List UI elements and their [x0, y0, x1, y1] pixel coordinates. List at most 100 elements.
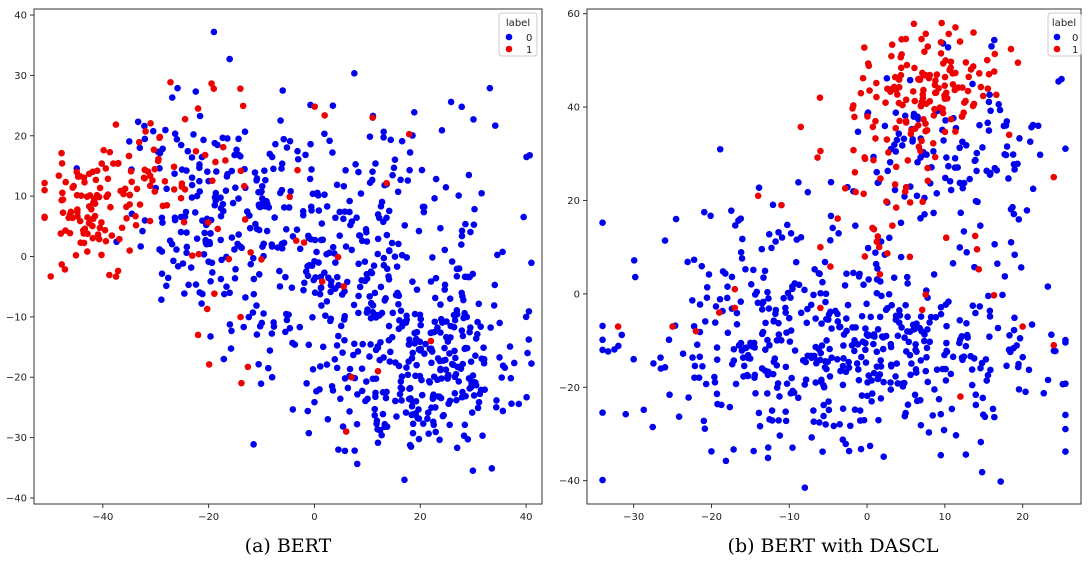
- point-label-1-b: [883, 136, 891, 143]
- point-label-0-a: [271, 214, 278, 221]
- point-label-1-a: [126, 247, 133, 254]
- point-label-0-b: [813, 357, 821, 365]
- point-label-1-a: [47, 273, 55, 280]
- point-label-0-b: [740, 362, 748, 370]
- point-label-1-b: [827, 263, 834, 270]
- point-label-1-a: [58, 149, 65, 157]
- point-label-0-b: [1028, 321, 1036, 328]
- point-label-1-a: [383, 179, 390, 187]
- point-label-1-b: [956, 38, 964, 45]
- point-label-0-a: [329, 149, 336, 156]
- point-label-0-a: [353, 460, 361, 468]
- point-label-0-a: [141, 217, 149, 224]
- point-label-0-a: [333, 364, 341, 372]
- point-label-1-a: [292, 237, 300, 245]
- point-label-0-a: [343, 278, 351, 286]
- point-label-1-a: [84, 248, 91, 255]
- point-label-0-b: [789, 444, 796, 452]
- point-label-1-b: [919, 94, 927, 102]
- point-label-0-b: [713, 356, 721, 363]
- point-label-0-b: [891, 141, 898, 148]
- point-label-0-b: [984, 119, 991, 127]
- point-label-0-b: [986, 333, 993, 340]
- point-label-0-b: [1009, 151, 1017, 158]
- point-label-0-b: [901, 112, 909, 120]
- point-label-0-a: [341, 288, 348, 295]
- point-label-1-b: [866, 87, 873, 94]
- point-label-0-b: [733, 309, 741, 317]
- point-label-0-a: [406, 149, 414, 156]
- point-label-0-b: [865, 276, 872, 283]
- point-label-0-b: [746, 355, 754, 362]
- point-label-0-b: [1059, 380, 1067, 388]
- point-label-0-a: [428, 348, 436, 355]
- point-label-0-b: [711, 379, 719, 386]
- point-label-0-a: [246, 224, 254, 232]
- point-label-0-b: [956, 317, 964, 324]
- point-label-0-a: [192, 281, 200, 288]
- point-label-0-a: [369, 168, 376, 175]
- point-label-0-a: [371, 405, 379, 413]
- point-label-1-b: [1019, 323, 1026, 330]
- point-label-0-a: [380, 128, 387, 136]
- point-label-0-a: [374, 211, 382, 218]
- point-label-0-b: [905, 338, 913, 346]
- point-label-0-b: [801, 381, 809, 388]
- point-label-0-a: [471, 205, 478, 213]
- point-label-0-a: [455, 378, 463, 385]
- point-label-0-b: [994, 324, 1002, 332]
- point-label-0-b: [810, 418, 818, 425]
- point-label-0-a: [437, 394, 445, 402]
- point-label-0-a: [383, 388, 390, 396]
- point-label-0-a: [183, 249, 190, 257]
- point-label-0-b: [787, 327, 795, 334]
- point-label-1-a: [108, 232, 116, 239]
- point-label-0-a: [451, 347, 458, 355]
- point-label-1-a: [151, 188, 159, 195]
- point-label-1-a: [136, 201, 144, 208]
- point-label-0-b: [1058, 75, 1065, 83]
- point-label-0-b: [851, 406, 859, 413]
- point-label-0-b: [957, 209, 965, 217]
- point-label-0-a: [522, 313, 530, 321]
- point-label-0-a: [379, 410, 387, 418]
- point-label-0-b: [756, 422, 764, 430]
- point-label-0-a: [409, 349, 417, 357]
- point-label-0-b: [751, 371, 759, 379]
- point-label-0-a: [294, 155, 302, 163]
- point-label-0-a: [235, 135, 242, 143]
- point-label-0-a: [458, 227, 466, 235]
- point-label-1-a: [41, 186, 48, 194]
- point-label-0-a: [218, 256, 225, 264]
- point-label-1-b: [861, 154, 868, 161]
- point-label-0-a: [210, 28, 218, 36]
- point-label-1-b: [1014, 59, 1022, 66]
- point-label-0-b: [877, 278, 884, 285]
- point-label-0-a: [358, 277, 365, 284]
- point-label-0-a: [263, 227, 271, 235]
- point-label-0-a: [392, 359, 399, 366]
- point-label-0-a: [182, 208, 190, 216]
- point-label-1-b: [874, 233, 882, 240]
- point-label-1-a: [72, 252, 80, 259]
- point-label-1-b: [731, 285, 739, 293]
- point-label-0-a: [241, 128, 249, 135]
- point-label-1-b: [949, 81, 957, 88]
- point-label-0-a: [199, 290, 206, 298]
- point-label-0-a: [348, 246, 356, 254]
- point-label-0-a: [481, 386, 488, 393]
- point-label-0-b: [716, 295, 724, 303]
- point-label-0-b: [1015, 216, 1023, 223]
- point-label-0-a: [373, 420, 380, 428]
- point-label-0-b: [755, 409, 763, 417]
- point-label-0-b: [737, 339, 745, 347]
- point-label-0-b: [968, 366, 976, 373]
- point-label-0-a: [486, 84, 494, 92]
- point-label-0-a: [432, 274, 440, 282]
- point-label-0-a: [207, 333, 214, 340]
- point-label-0-b: [1011, 251, 1018, 259]
- point-label-0-b: [952, 432, 960, 439]
- point-label-0-a: [149, 127, 157, 135]
- point-label-0-b: [978, 359, 986, 367]
- point-label-1-a: [214, 225, 222, 233]
